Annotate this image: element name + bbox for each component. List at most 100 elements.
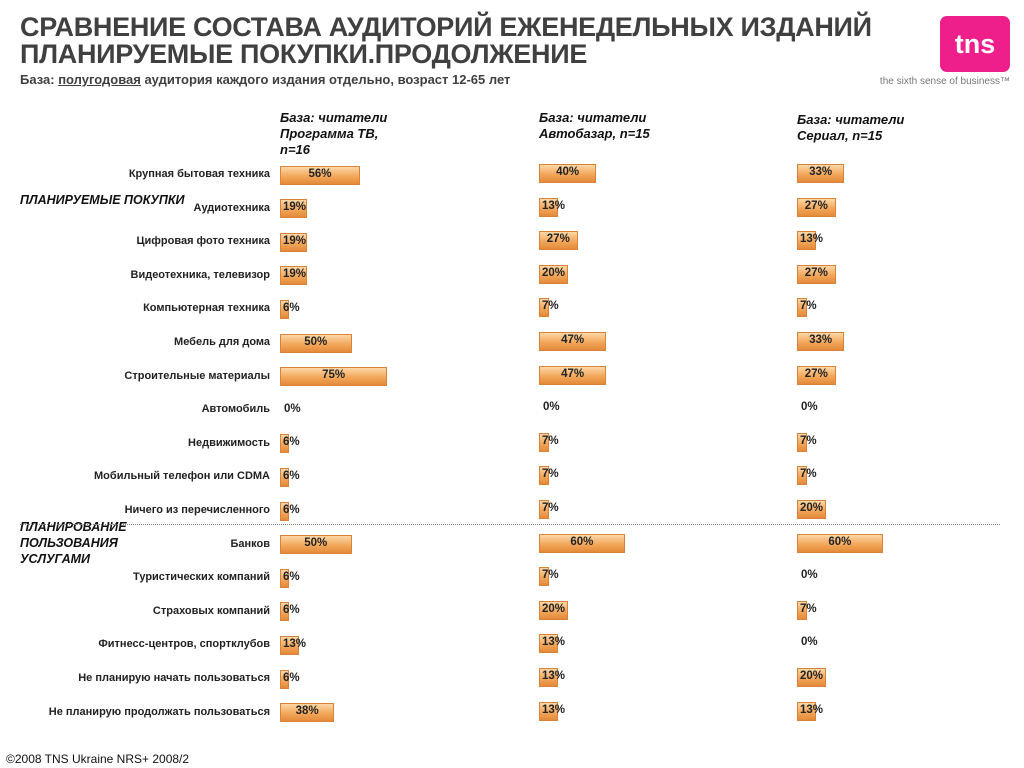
value-label: 75%: [322, 369, 346, 382]
value-label: 0%: [801, 636, 818, 649]
value-label: 7%: [800, 300, 817, 313]
bar: [797, 332, 845, 351]
value-label: 20%: [800, 502, 824, 514]
value-label: 6%: [283, 604, 300, 617]
bar: [797, 466, 807, 486]
copyright: ©2008 TNS Ukraine NRS+ 2008/2: [6, 752, 190, 766]
value-label: 7%: [800, 602, 817, 615]
value-label: 60%: [570, 535, 594, 548]
bar: [797, 500, 826, 519]
value-label: 33%: [809, 166, 833, 178]
value-label: 7%: [542, 502, 559, 514]
bar: [539, 164, 597, 183]
value-label: 13%: [542, 199, 566, 212]
value-label: 47%: [561, 334, 585, 346]
bar: [539, 264, 568, 284]
bar: [539, 533, 625, 553]
bar: [797, 432, 807, 452]
value-label: 6%: [283, 503, 300, 516]
value-label: 13%: [542, 703, 566, 716]
bar: [797, 264, 836, 284]
bar: [797, 197, 836, 217]
bar: [280, 333, 352, 353]
bar: [539, 332, 607, 351]
title-line-2: ПЛАНИРУЕМЫЕ ПОКУПКИ.ПРОДОЛЖЕНИЕ: [20, 39, 588, 69]
value-label: 60%: [828, 535, 852, 548]
bar: [797, 600, 807, 620]
value-label: 27%: [546, 233, 570, 246]
category-label: Мебель для дома: [174, 336, 270, 348]
category-label: Туристических компаний: [133, 571, 270, 584]
bar: [539, 668, 558, 687]
value-label: 13%: [800, 703, 824, 716]
value-label: 0%: [543, 401, 560, 414]
value-label: 33%: [809, 334, 833, 346]
value-label: 50%: [304, 537, 328, 550]
bar: [539, 701, 558, 721]
bar: [539, 634, 558, 654]
value-label: 0%: [801, 569, 818, 582]
bar: [539, 365, 607, 385]
value-label: 6%: [283, 436, 300, 449]
value-label: 47%: [561, 367, 585, 380]
bar: [280, 299, 289, 319]
category-label: Банков: [230, 537, 270, 550]
bar: [539, 500, 549, 519]
value-label: 40%: [556, 166, 580, 178]
title-line-1: СРАВНЕНИЕ СОСТАВА АУДИТОРИЙ ЕЖЕНЕДЕЛЬНЫХ…: [20, 12, 872, 42]
value-label: 27%: [804, 199, 828, 212]
bar: [797, 164, 845, 183]
category-label: Не планирую продолжать пользоваться: [48, 705, 270, 718]
tns-logo: tns: [940, 16, 1010, 72]
section-divider: [20, 524, 1000, 525]
bar: [280, 165, 361, 185]
value-label: 20%: [800, 670, 824, 682]
logo-text: tns: [954, 29, 996, 59]
value-label: 13%: [542, 670, 566, 682]
value-label: 7%: [542, 468, 559, 481]
value-label: 56%: [308, 167, 332, 180]
value-label: 7%: [800, 468, 817, 481]
series-header: База: читатели Сериал, n=15: [797, 112, 905, 143]
bar: [280, 367, 388, 387]
bar: [539, 298, 549, 318]
category-label: Недвижимость: [188, 436, 270, 449]
bar: [539, 231, 578, 251]
bar: [280, 568, 289, 588]
value-label: 13%: [542, 636, 566, 649]
series-header: База: читатели Автобазар, n=15: [539, 110, 650, 141]
value-label: 7%: [542, 300, 559, 313]
base-note: База: полугодовая аудитория каждого изда…: [20, 72, 510, 87]
brand-tagline: the sixth sense of business™: [879, 76, 1010, 87]
base-note-suffix: аудитория каждого издания отдельно, возр…: [140, 72, 511, 87]
bar: [797, 668, 826, 687]
category-label: Крупная бытовая техника: [128, 168, 270, 180]
value-label: 7%: [542, 434, 559, 447]
bar: [280, 467, 289, 487]
value-label: 27%: [804, 266, 828, 279]
value-label: 27%: [804, 367, 828, 380]
category-label: Строительные материалы: [124, 369, 270, 382]
category-label: Страховых компаний: [152, 604, 270, 617]
value-label: 20%: [542, 602, 566, 615]
value-label: 13%: [283, 637, 307, 650]
value-label: 0%: [284, 402, 301, 415]
category-label: Цифровая фото техника: [136, 235, 270, 248]
bar: [539, 600, 568, 620]
category-label: Ничего из перечисленного: [124, 504, 270, 516]
bar: [539, 567, 549, 587]
section-label-services: ПЛАНИРОВАНИЕ ПОЛЬЗОВАНИЯ УСЛУГАМИ: [20, 520, 127, 566]
bar: [539, 197, 558, 217]
bar: [797, 701, 816, 721]
value-label: 13%: [800, 233, 824, 246]
value-label: 7%: [542, 569, 559, 582]
bar: [797, 533, 883, 553]
value-label: 0%: [801, 401, 818, 414]
value-label: 19%: [283, 234, 307, 247]
category-label: Аудиотехника: [193, 201, 270, 214]
bar: [797, 365, 836, 385]
category-label: Не планирую начать пользоваться: [78, 672, 270, 684]
value-label: 7%: [800, 434, 817, 447]
value-label: 19%: [283, 201, 307, 214]
value-label: 19%: [283, 268, 307, 281]
